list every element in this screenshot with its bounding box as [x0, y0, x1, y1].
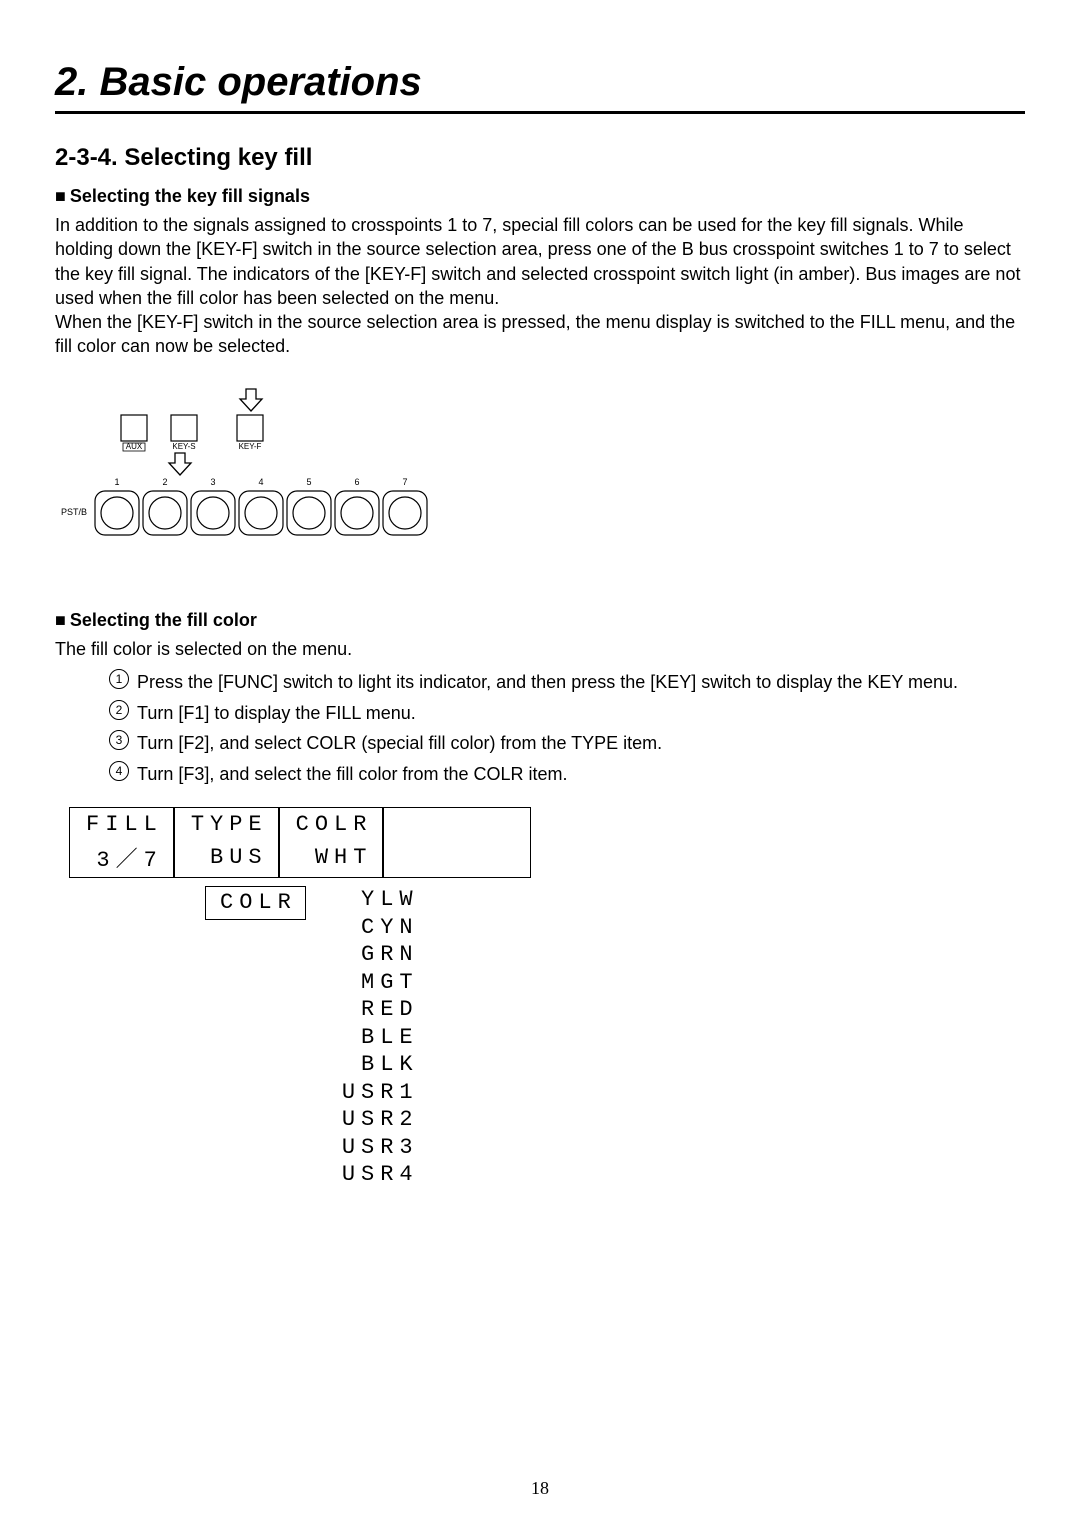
panel-button: [121, 415, 147, 441]
color-option: USR3: [342, 1134, 419, 1162]
square-marker-icon: ■: [55, 610, 66, 631]
color-option: USR4: [342, 1161, 419, 1189]
arrow-down-icon: [240, 389, 262, 411]
lcd-cell: FILL: [70, 808, 174, 842]
square-marker-icon: ■: [55, 186, 66, 207]
page-number: 18: [0, 1478, 1080, 1499]
subhead-2-text: Selecting the fill color: [70, 610, 257, 631]
crosspoint-number: 1: [114, 477, 119, 487]
lcd-cell: BUS: [174, 841, 279, 878]
row-label: PST/B: [61, 507, 87, 517]
color-option: BLK: [342, 1051, 419, 1079]
color-option: USR2: [342, 1106, 419, 1134]
panel-button: [171, 415, 197, 441]
color-option: BLE: [342, 1024, 419, 1052]
color-option: MGT: [342, 969, 419, 997]
lcd-cell: TYPE: [174, 808, 279, 842]
lcd-cell: [383, 841, 531, 878]
subhead-1-text: Selecting the key fill signals: [70, 186, 310, 207]
crosspoint-number: 5: [306, 477, 311, 487]
color-option: GRN: [342, 941, 419, 969]
step-item: Turn [F3], and select the fill color fro…: [109, 759, 1025, 790]
color-option: RED: [342, 996, 419, 1024]
panel-button: [237, 415, 263, 441]
lcd-cell: WHT: [279, 841, 384, 878]
chapter-title: 2. Basic operations: [55, 60, 1025, 105]
color-options-list: YLWCYNGRNMGTREDBLEBLKUSR1USR2USR3USR4: [342, 886, 419, 1189]
crosspoint-number: 7: [402, 477, 407, 487]
lcd-menu-table: FILL TYPE COLR 3／7 BUS WHT: [69, 807, 531, 878]
subhead-1: ■ Selecting the key fill signals: [55, 186, 1025, 207]
panel-button-label: KEY-F: [239, 442, 262, 451]
subhead-2: ■ Selecting the fill color: [55, 610, 1025, 631]
arrow-down-icon: [169, 453, 191, 475]
lcd-cell: 3／7: [70, 841, 174, 878]
step-item: Press the [FUNC] switch to light its ind…: [109, 667, 1025, 698]
paragraph-3: The fill color is selected on the menu.: [55, 637, 1025, 661]
paragraph-1a: In addition to the signals assigned to c…: [55, 215, 1020, 308]
panel-button-label: KEY-S: [172, 442, 195, 451]
paragraph-1: In addition to the signals assigned to c…: [55, 213, 1025, 359]
crosspoint-number: 4: [258, 477, 263, 487]
section-title: 2-3-4. Selecting key fill: [55, 144, 1025, 172]
color-option: CYN: [342, 914, 419, 942]
crosspoint-number: 6: [354, 477, 359, 487]
lcd-cell: [383, 808, 531, 842]
step-item: Turn [F2], and select COLR (special fill…: [109, 728, 1025, 759]
crosspoint-number: 2: [162, 477, 167, 487]
steps-list: Press the [FUNC] switch to light its ind…: [69, 667, 1025, 789]
color-option: USR1: [342, 1079, 419, 1107]
step-item: Turn [F1] to display the FILL menu.: [109, 698, 1025, 729]
selected-type-box: COLR: [205, 886, 306, 920]
lcd-cell: COLR: [279, 808, 384, 842]
crosspoint-number: 3: [210, 477, 215, 487]
button-panel-diagram: AUXKEY-SKEY-F 1234567 PST/B: [45, 385, 445, 575]
chapter-underline: [55, 111, 1025, 114]
color-option: YLW: [342, 886, 419, 914]
paragraph-1b: When the [KEY-F] switch in the source se…: [55, 312, 1015, 356]
crosspoint-numbers: 1 2 3 4 5 6 7: [114, 477, 407, 487]
